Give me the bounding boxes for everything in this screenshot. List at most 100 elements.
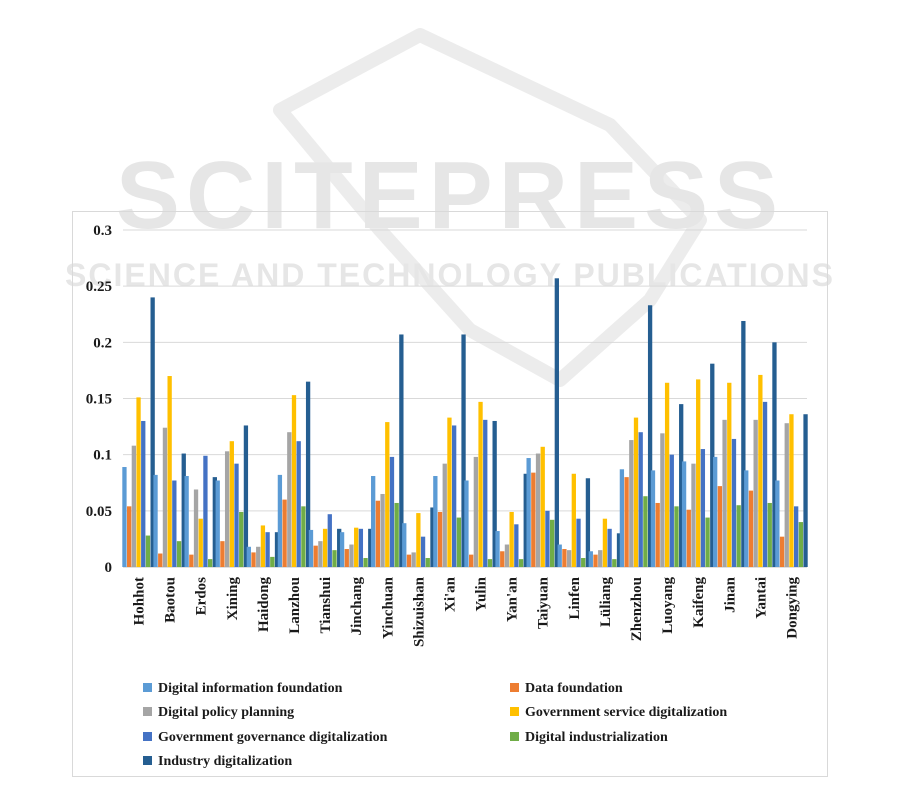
bar xyxy=(318,541,323,567)
bar xyxy=(305,381,311,567)
bar xyxy=(619,469,625,567)
bar xyxy=(744,470,749,567)
x-tick-label: Jinchang xyxy=(349,577,365,636)
bar xyxy=(696,379,701,567)
bar xyxy=(775,480,780,567)
bar xyxy=(576,518,581,567)
x-tick-label: Dongying xyxy=(785,577,801,639)
bar xyxy=(380,493,385,567)
bar xyxy=(571,473,576,567)
bar xyxy=(456,517,461,567)
bar xyxy=(638,432,643,567)
bar xyxy=(562,549,567,567)
bar xyxy=(433,476,438,567)
bar xyxy=(650,470,656,567)
bar xyxy=(337,528,342,567)
bar xyxy=(478,401,483,567)
bar xyxy=(549,519,555,567)
bar xyxy=(162,427,168,567)
x-tick-label: Yinchuan xyxy=(380,576,396,639)
x-tick-label: Erdos xyxy=(194,577,210,616)
y-tick-label: 0 xyxy=(105,560,113,576)
bar xyxy=(540,446,545,567)
bar xyxy=(260,525,266,567)
bar xyxy=(557,544,562,567)
bar xyxy=(322,528,328,567)
bar xyxy=(301,506,306,567)
bar xyxy=(270,556,275,567)
bar xyxy=(762,401,768,567)
bar xyxy=(234,463,239,567)
bar xyxy=(141,420,146,567)
bar xyxy=(514,524,519,567)
bar xyxy=(784,423,789,567)
x-tick-label: Linfen xyxy=(567,576,583,619)
bar xyxy=(545,510,550,567)
bar xyxy=(598,550,603,567)
legend-swatch xyxy=(143,756,152,766)
bar xyxy=(655,502,660,567)
bar xyxy=(731,438,737,567)
legend-label: Government governance digitalization xyxy=(158,730,388,745)
legend-swatch xyxy=(510,683,519,693)
bar xyxy=(504,544,510,567)
legend-label: Government service digitalization xyxy=(525,705,728,720)
x-tick-label: Lanzhou xyxy=(287,577,303,634)
bar xyxy=(437,511,443,567)
bar xyxy=(239,511,244,567)
bar xyxy=(585,478,591,567)
bar xyxy=(193,489,199,567)
bars-group xyxy=(122,278,808,567)
bar xyxy=(664,382,670,567)
bar xyxy=(779,536,785,567)
bar xyxy=(282,499,287,567)
bar xyxy=(679,404,684,567)
bar xyxy=(727,382,732,567)
x-tick-label: Kaifeng xyxy=(691,577,707,628)
x-tick-label: Lüliang xyxy=(598,577,614,628)
x-tick-label: Xining xyxy=(225,577,241,621)
bar xyxy=(430,507,435,567)
bar xyxy=(566,550,572,567)
x-tick-label: Zhenzhou xyxy=(629,577,645,641)
x-axis: Hohhot Baotou Erdos Xining Haidong Lanzhou Tia… xyxy=(132,576,801,647)
bar xyxy=(167,376,172,567)
bar xyxy=(789,414,794,567)
legend-item: Industry digitalization xyxy=(143,754,292,770)
bar xyxy=(500,551,505,567)
chart-frame xyxy=(72,211,828,777)
bar xyxy=(669,454,674,567)
bar xyxy=(158,553,163,567)
x-tick-label: Baotou xyxy=(163,577,179,623)
bar xyxy=(181,453,186,567)
bar xyxy=(406,554,412,567)
y-tick-label: 0.1 xyxy=(93,448,112,464)
bar xyxy=(643,496,648,567)
bar xyxy=(593,554,598,567)
bar xyxy=(647,305,653,567)
bar xyxy=(487,559,493,567)
bar xyxy=(363,558,368,567)
legend-label: Digital information foundation xyxy=(158,681,343,696)
bar xyxy=(344,549,349,567)
x-tick-label: Shizuishan xyxy=(411,576,427,647)
bar xyxy=(681,461,687,567)
bar xyxy=(420,536,426,567)
bar xyxy=(332,550,337,567)
x-tick-label: Yan'an xyxy=(505,576,521,622)
bar xyxy=(243,425,249,567)
bar xyxy=(713,456,718,567)
x-tick-label: Yantai xyxy=(753,577,769,619)
bar xyxy=(461,334,466,567)
x-tick-label: Hohhot xyxy=(132,577,148,625)
bar xyxy=(607,528,612,567)
y-tick-label: 0.25 xyxy=(86,279,112,295)
bar xyxy=(153,474,158,567)
bar xyxy=(722,419,727,567)
legend-item: Government governance digitalization xyxy=(143,730,387,746)
y-tick-label: 0.05 xyxy=(86,504,112,520)
legend-item: Digital information foundation xyxy=(143,681,342,697)
x-tick-label: Luoyang xyxy=(660,577,676,634)
bar xyxy=(371,476,376,567)
